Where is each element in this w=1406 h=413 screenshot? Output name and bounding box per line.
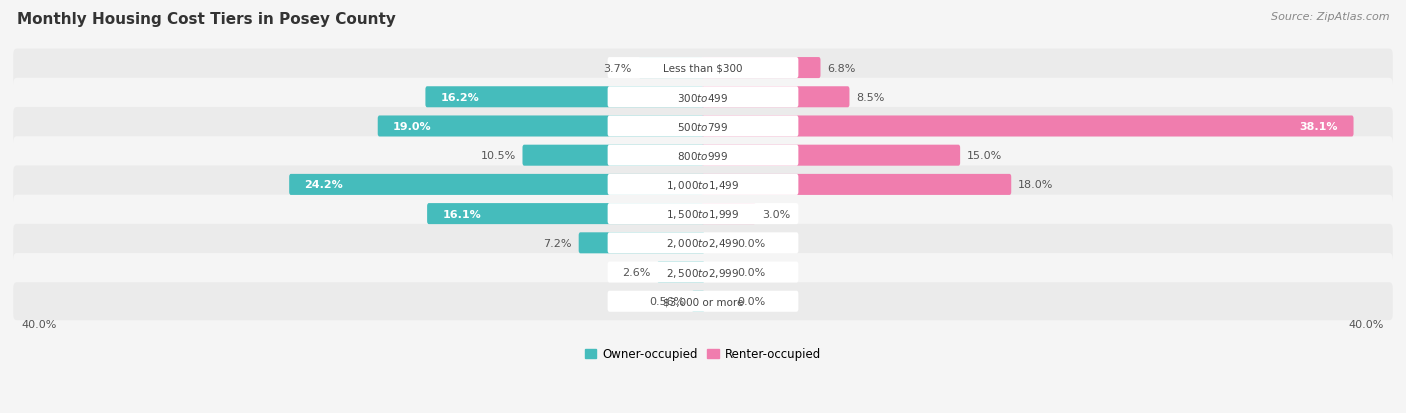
FancyBboxPatch shape — [702, 174, 1011, 195]
Text: 0.0%: 0.0% — [737, 297, 765, 306]
Text: 8.5%: 8.5% — [856, 93, 884, 102]
FancyBboxPatch shape — [702, 116, 1354, 137]
FancyBboxPatch shape — [607, 233, 799, 254]
Text: $2,500 to $2,999: $2,500 to $2,999 — [666, 266, 740, 279]
Text: 15.0%: 15.0% — [967, 151, 1002, 161]
FancyBboxPatch shape — [607, 58, 799, 79]
Text: 18.0%: 18.0% — [1018, 180, 1053, 190]
Text: 38.1%: 38.1% — [1299, 122, 1339, 132]
FancyBboxPatch shape — [290, 174, 704, 195]
Text: 40.0%: 40.0% — [1348, 320, 1384, 330]
Text: 0.56%: 0.56% — [650, 297, 685, 306]
FancyBboxPatch shape — [13, 195, 1393, 233]
FancyBboxPatch shape — [523, 145, 704, 166]
Text: $300 to $499: $300 to $499 — [678, 92, 728, 104]
Text: 16.2%: 16.2% — [440, 93, 479, 102]
FancyBboxPatch shape — [13, 50, 1393, 87]
Text: $1,500 to $1,999: $1,500 to $1,999 — [666, 208, 740, 221]
FancyBboxPatch shape — [427, 204, 704, 225]
Text: 0.0%: 0.0% — [737, 267, 765, 278]
FancyBboxPatch shape — [702, 204, 756, 225]
FancyBboxPatch shape — [702, 58, 821, 79]
FancyBboxPatch shape — [13, 282, 1393, 320]
FancyBboxPatch shape — [13, 166, 1393, 204]
Text: $800 to $999: $800 to $999 — [678, 150, 728, 162]
FancyBboxPatch shape — [607, 204, 799, 225]
Text: 7.2%: 7.2% — [543, 238, 572, 248]
FancyBboxPatch shape — [13, 78, 1393, 116]
Text: 3.7%: 3.7% — [603, 64, 631, 74]
FancyBboxPatch shape — [13, 108, 1393, 146]
Text: $1,000 to $1,499: $1,000 to $1,499 — [666, 178, 740, 192]
FancyBboxPatch shape — [607, 262, 799, 283]
FancyBboxPatch shape — [426, 87, 704, 108]
Text: 6.8%: 6.8% — [827, 64, 856, 74]
FancyBboxPatch shape — [13, 224, 1393, 262]
Text: 40.0%: 40.0% — [22, 320, 58, 330]
FancyBboxPatch shape — [692, 291, 704, 312]
FancyBboxPatch shape — [702, 87, 849, 108]
FancyBboxPatch shape — [702, 145, 960, 166]
FancyBboxPatch shape — [607, 87, 799, 108]
Text: 16.1%: 16.1% — [443, 209, 481, 219]
Text: Source: ZipAtlas.com: Source: ZipAtlas.com — [1271, 12, 1389, 22]
FancyBboxPatch shape — [579, 233, 704, 254]
Text: $3,000 or more: $3,000 or more — [662, 297, 744, 306]
Text: 3.0%: 3.0% — [762, 209, 790, 219]
FancyBboxPatch shape — [13, 254, 1393, 291]
Text: Less than $300: Less than $300 — [664, 64, 742, 74]
Text: $2,000 to $2,499: $2,000 to $2,499 — [666, 237, 740, 250]
Text: 10.5%: 10.5% — [481, 151, 516, 161]
Text: 0.0%: 0.0% — [737, 238, 765, 248]
FancyBboxPatch shape — [638, 58, 704, 79]
Legend: Owner-occupied, Renter-occupied: Owner-occupied, Renter-occupied — [579, 343, 827, 366]
FancyBboxPatch shape — [607, 174, 799, 195]
Text: $500 to $799: $500 to $799 — [678, 121, 728, 133]
FancyBboxPatch shape — [657, 262, 704, 283]
FancyBboxPatch shape — [13, 137, 1393, 175]
Text: 19.0%: 19.0% — [394, 122, 432, 132]
Text: Monthly Housing Cost Tiers in Posey County: Monthly Housing Cost Tiers in Posey Coun… — [17, 12, 395, 27]
FancyBboxPatch shape — [378, 116, 704, 137]
FancyBboxPatch shape — [607, 291, 799, 312]
Text: 24.2%: 24.2% — [305, 180, 343, 190]
FancyBboxPatch shape — [607, 145, 799, 166]
Text: 2.6%: 2.6% — [621, 267, 650, 278]
FancyBboxPatch shape — [607, 116, 799, 137]
